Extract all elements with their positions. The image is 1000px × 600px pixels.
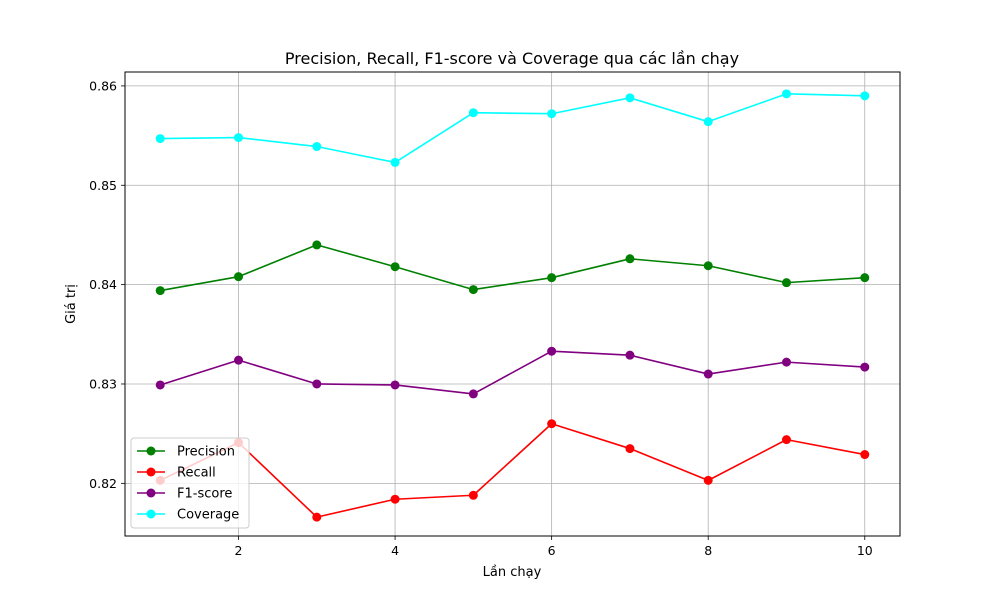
legend-label-precision: Precision [177,445,235,460]
data-point-recall [468,490,478,500]
data-point-coverage [390,157,400,167]
data-point-recall [625,444,635,454]
series-layer [155,89,870,522]
series-line-precision [160,244,865,292]
data-point-f1-score [155,380,165,390]
data-point-coverage [860,91,870,101]
data-point-precision [155,286,165,296]
x-tick-label: 2 [235,543,243,558]
legend-entry-coverage: Coverage [137,508,239,523]
data-point-precision [468,285,478,295]
data-point-f1-score [234,355,244,365]
data-point-f1-score [781,357,791,367]
data-point-coverage [781,89,791,99]
data-point-f1-score [625,350,635,360]
series-line-coverage [160,93,865,164]
data-point-precision [781,278,791,288]
x-axis-label: Lần chạy [483,565,542,580]
data-point-f1-score [390,380,400,390]
data-point-precision [390,262,400,272]
data-point-recall [312,512,322,522]
y-axis-label: Giá trị [64,284,79,324]
data-point-coverage [625,93,635,103]
plot-frame [124,71,901,537]
data-point-precision [547,273,557,283]
data-point-f1-score [703,369,713,379]
legend-marker-coverage [146,509,156,519]
data-point-f1-score [547,346,557,356]
series-line-recall [159,422,865,518]
legend-entry-precision: Precision [137,445,235,460]
data-point-coverage [547,109,557,119]
data-point-recall [703,475,713,485]
x-tick-label: 8 [704,543,712,558]
series-coverage [155,89,870,167]
grid-lines [125,72,900,536]
y-tick-label: 0.84 [89,277,117,292]
data-point-f1-score [312,379,322,389]
legend-label-f1-score: F1-score [177,487,232,502]
data-point-coverage [312,142,322,152]
data-point-precision [234,272,244,282]
series-precision [155,240,870,296]
legend-entry-f1-score: F1-score [137,487,232,502]
x-tick-label: 4 [391,543,399,558]
series-f1-score [155,346,870,399]
data-point-precision [312,240,322,250]
data-point-coverage [155,134,165,144]
x-tick-label: 10 [857,543,873,558]
data-point-recall [860,450,870,460]
data-point-precision [703,261,713,271]
data-point-coverage [234,133,244,143]
data-point-f1-score [860,362,870,372]
axis-ticks: 2 4 6 8 10 0.82 0.83 0.84 0.85 0.86 [89,78,873,558]
x-tick-label: 6 [548,543,556,558]
legend-marker-precision [146,446,156,456]
legend-label-recall: Recall [177,466,216,481]
data-point-recall [781,435,791,445]
data-point-coverage [468,108,478,118]
data-point-precision [625,254,635,264]
y-tick-label: 0.85 [89,178,117,193]
legend-box [130,437,250,529]
y-tick-label: 0.86 [89,78,117,93]
legend: Precision Recall F1-score Coverage [130,437,250,529]
series-line-f1-score [159,350,865,395]
data-point-f1-score [468,389,478,399]
chart-title: Precision, Recall, F1-score và Coverage … [285,49,739,68]
legend-label-coverage: Coverage [177,508,239,523]
data-point-recall [547,419,557,429]
legend-marker-f1-score [146,488,156,498]
data-point-recall [390,494,400,504]
data-point-precision [860,273,870,283]
data-point-coverage [703,117,713,127]
y-tick-label: 0.82 [89,476,117,491]
legend-marker-recall [146,467,156,477]
y-tick-label: 0.83 [89,376,117,391]
legend-entry-recall: Recall [137,466,216,481]
